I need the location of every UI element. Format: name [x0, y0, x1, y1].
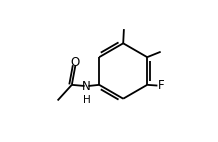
Text: H: H [83, 95, 91, 105]
Text: O: O [71, 56, 80, 69]
Text: F: F [158, 79, 165, 92]
Text: N: N [82, 80, 91, 93]
